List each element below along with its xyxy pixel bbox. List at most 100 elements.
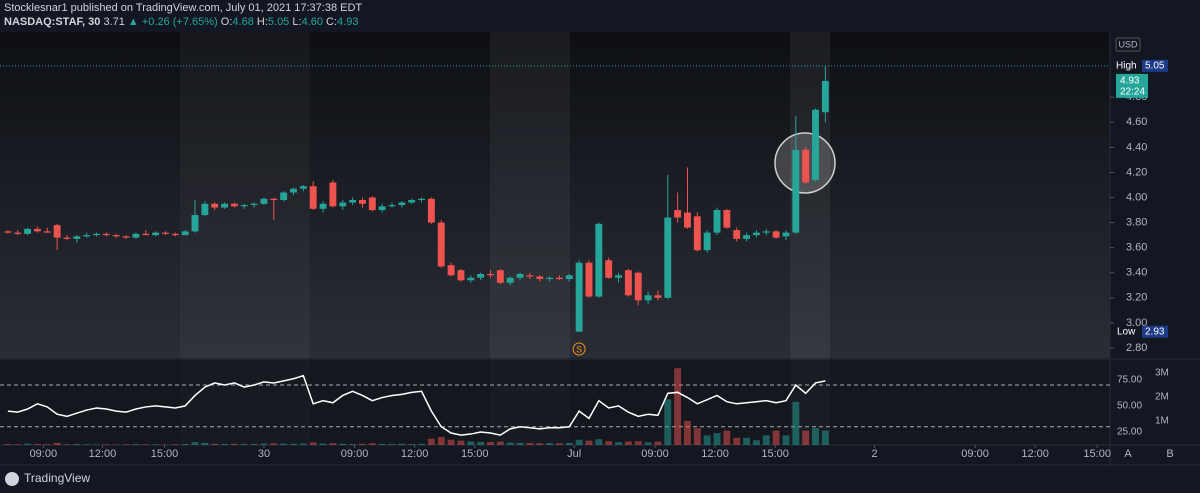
- candle-body: [743, 235, 751, 239]
- candle-body: [112, 235, 120, 237]
- volume-bar: [684, 420, 691, 445]
- volume-bar: [4, 444, 12, 445]
- volume-bar: [398, 443, 406, 445]
- volume-bar: [496, 441, 504, 445]
- candle-body: [644, 295, 652, 301]
- candle-body: [634, 272, 642, 301]
- y-tick-label: 4.60: [1126, 116, 1147, 128]
- candle-body: [506, 277, 514, 283]
- x-tick-label: 12:00: [701, 448, 729, 460]
- volume-bar: [83, 444, 91, 445]
- volume-bar: [506, 442, 514, 445]
- volume-bar: [624, 441, 632, 445]
- symbol-line: NASDAQ:STAF, 30 3.71 ▲ +0.26 (+7.65%) O:…: [4, 16, 358, 28]
- volume-bar: [368, 443, 376, 445]
- candle-body: [437, 222, 445, 267]
- volume-bar: [555, 443, 563, 445]
- volume-bar: [565, 442, 573, 445]
- volume-bar: [792, 401, 800, 445]
- y-tick-label: 2.80: [1126, 342, 1147, 354]
- volume-bar: [743, 437, 751, 445]
- y-tick-label: 3.80: [1126, 216, 1147, 228]
- volume-bar: [102, 444, 110, 445]
- candle-body: [467, 277, 475, 281]
- volume-bar: [408, 444, 416, 445]
- y-tick-label: 3.60: [1126, 242, 1147, 254]
- y-tick-label: 4.40: [1126, 141, 1147, 153]
- last-price-box: [1116, 73, 1148, 98]
- volume-bar: [309, 442, 317, 445]
- ohlc-label: L:: [292, 16, 302, 28]
- volume-bar: [536, 443, 544, 445]
- candle-body: [713, 210, 721, 233]
- volume-bar: [467, 441, 475, 445]
- candle-body: [654, 295, 662, 298]
- candle-body: [33, 228, 41, 232]
- candle-body: [230, 203, 238, 207]
- volume-bar: [575, 439, 583, 445]
- x-tick-label: 09:00: [961, 448, 989, 460]
- volume-bar: [762, 435, 770, 445]
- volume-tick-label: 2M: [1155, 392, 1169, 403]
- candle-body: [427, 198, 435, 223]
- candle-body: [63, 237, 71, 239]
- brand: TradingView: [24, 471, 90, 485]
- volume-bar: [53, 442, 61, 445]
- high-value-box: [1142, 59, 1168, 72]
- volume-bar: [250, 444, 258, 445]
- candle-body: [14, 232, 22, 234]
- volume-bar: [526, 443, 534, 445]
- brand-logo: [5, 472, 19, 486]
- candle-body: [693, 216, 701, 251]
- candle-body: [703, 232, 711, 251]
- candle-body: [24, 228, 32, 234]
- x-tick-label: 15:00: [761, 448, 789, 460]
- volume-bar: [634, 441, 642, 445]
- candle-body: [359, 200, 366, 204]
- candle-body: [171, 233, 179, 236]
- change: ▲ +0.26 (+7.65%): [127, 16, 218, 28]
- volume-bar: [615, 442, 622, 445]
- candle-body: [487, 273, 494, 276]
- volume-bar: [171, 444, 179, 445]
- y-tick-label: 3.40: [1126, 267, 1147, 279]
- volume-bar: [221, 444, 229, 445]
- volume-bar: [447, 439, 455, 445]
- candle-body: [250, 203, 258, 206]
- candle-body: [624, 270, 632, 296]
- volume-bar: [664, 399, 672, 445]
- candle-body: [536, 276, 544, 280]
- candle-body: [349, 200, 357, 203]
- candle-body: [684, 212, 691, 228]
- volume-bar: [772, 430, 780, 445]
- low-value: 2.93: [1145, 326, 1165, 337]
- y-tick-label: 4.20: [1126, 166, 1147, 178]
- candle-body: [93, 233, 100, 236]
- symbol: NASDAQ:STAF, 30: [4, 16, 101, 28]
- volume-bar: [644, 442, 652, 445]
- volume-bar: [319, 443, 327, 445]
- ohlc-label: C:: [326, 16, 338, 28]
- candle-body: [53, 225, 61, 238]
- volume-bar: [240, 444, 248, 445]
- x-tick-label: 09:00: [341, 448, 369, 460]
- candle-body: [368, 197, 376, 211]
- candle-body: [595, 223, 603, 297]
- candle-body: [821, 80, 829, 113]
- volume-bar: [802, 430, 810, 445]
- volume-bar: [260, 443, 268, 445]
- ohlc-value: 4.93: [337, 16, 359, 28]
- volume-bar: [516, 442, 524, 445]
- signal-label: S: [576, 344, 582, 354]
- change-value: +0.26 (+7.65%): [141, 16, 218, 28]
- volume-bar: [723, 430, 731, 445]
- publisher: Stocklesnar1 published on TradingView.co…: [4, 2, 363, 14]
- candle-body: [388, 205, 396, 207]
- volume-bar: [63, 444, 71, 445]
- volume-bar: [546, 443, 554, 445]
- volume-tick-label: 1M: [1155, 416, 1169, 427]
- y-tick-label: 3.20: [1126, 292, 1147, 304]
- low-label: Low: [1117, 326, 1136, 337]
- high-value: 5.05: [1145, 60, 1165, 71]
- volume-bar: [359, 443, 366, 445]
